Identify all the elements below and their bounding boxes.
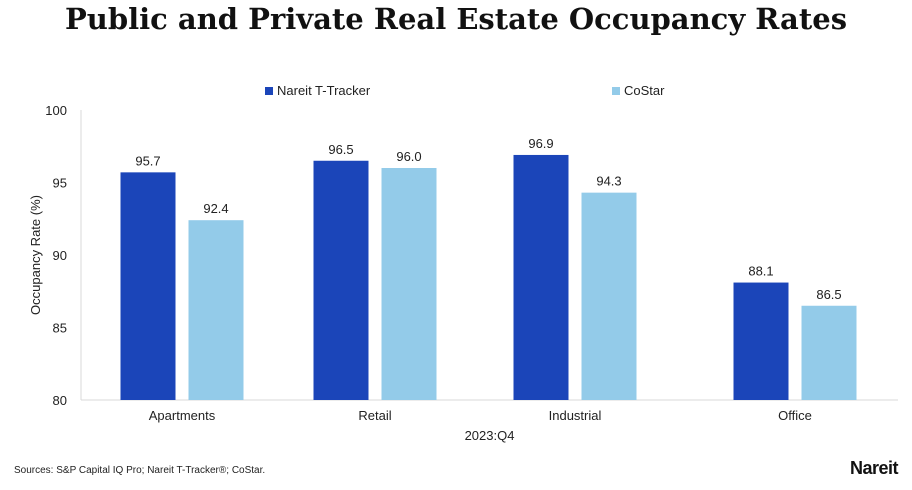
legend-swatch — [612, 87, 620, 95]
legend-swatch — [265, 87, 273, 95]
data-label: 96.0 — [396, 149, 421, 164]
x-tick-label: Apartments — [149, 408, 216, 423]
bar — [120, 172, 176, 400]
data-label: 96.5 — [328, 142, 353, 157]
x-axis-label: 2023:Q4 — [465, 428, 515, 443]
chart-title: Public and Private Real Estate Occupancy… — [64, 2, 848, 36]
data-label: 86.5 — [816, 287, 841, 302]
y-tick-label: 80 — [53, 393, 67, 408]
data-label: 88.1 — [748, 264, 773, 279]
legend-label: CoStar — [624, 83, 665, 98]
x-tick-label: Retail — [358, 408, 391, 423]
bar — [381, 168, 437, 400]
x-tick-label: Industrial — [549, 408, 602, 423]
y-tick-label: 95 — [53, 176, 67, 191]
bar — [188, 220, 244, 400]
bar — [801, 305, 857, 400]
nareit-logo: Nareit — [849, 458, 899, 478]
y-tick-label: 100 — [45, 103, 67, 118]
data-label: 92.4 — [203, 201, 228, 216]
data-label: 94.3 — [596, 174, 621, 189]
bar — [513, 154, 569, 400]
bar — [581, 192, 637, 400]
y-tick-label: 85 — [53, 321, 67, 336]
x-tick-label: Office — [778, 408, 812, 423]
y-axis-label: Occupancy Rate (%) — [28, 195, 43, 315]
y-tick-label: 90 — [53, 248, 67, 263]
bar — [733, 282, 789, 400]
data-label: 96.9 — [528, 136, 553, 151]
bar — [313, 160, 369, 400]
source-note: Sources: S&P Capital IQ Pro; Nareit T-Tr… — [14, 465, 266, 476]
legend-label: Nareit T-Tracker — [277, 83, 371, 98]
data-label: 95.7 — [135, 153, 160, 168]
